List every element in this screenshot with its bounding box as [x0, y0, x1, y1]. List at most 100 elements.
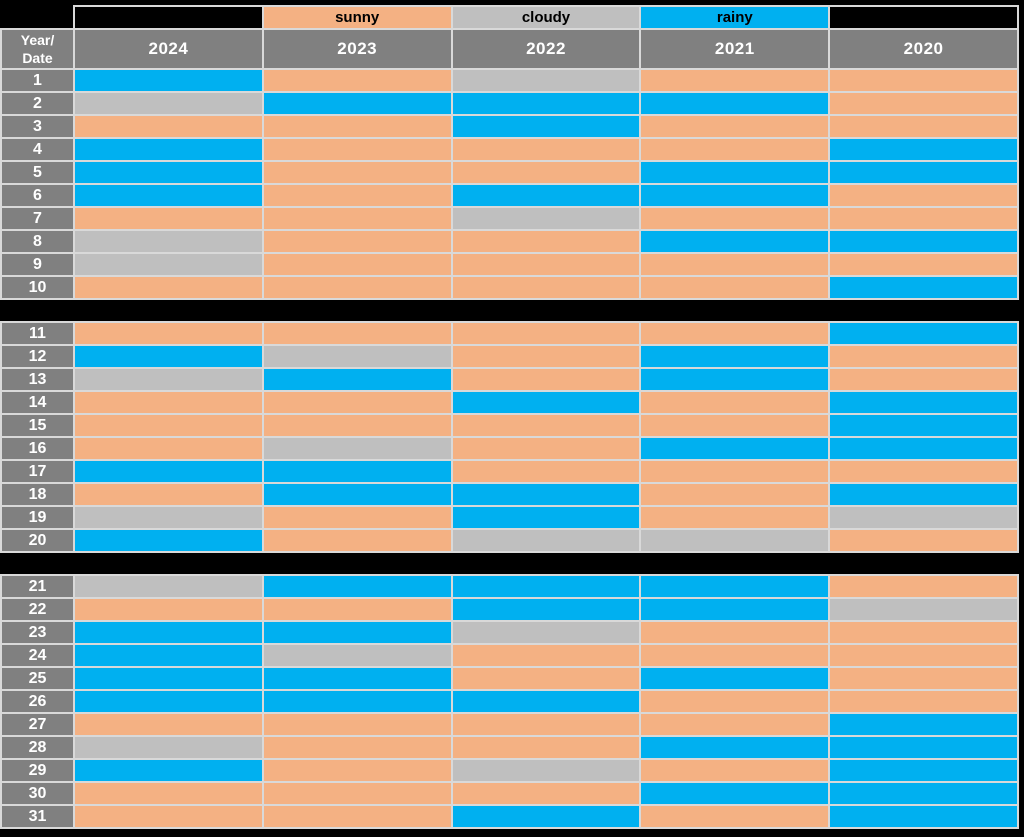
weather-cell-2022-10-sunny: [452, 277, 640, 298]
weather-cell-2022-19-rainy: [452, 507, 640, 528]
weather-cell-2020-27-rainy: [830, 714, 1017, 735]
weather-cell-2023-12-cloudy: [263, 346, 451, 367]
date-header-11: 11: [2, 323, 73, 344]
weather-cell-2023-10-sunny: [263, 277, 451, 298]
weather-cell-2024-23-rainy: [75, 622, 262, 643]
weather-cell-2022-29-cloudy: [452, 760, 640, 781]
date-header-17: 17: [2, 461, 73, 482]
weather-cell-2021-15-sunny: [641, 415, 829, 436]
weather-cell-2024-18-sunny: [75, 484, 262, 505]
weather-cell-2024-19-cloudy: [75, 507, 262, 528]
weather-cell-2023-17-rainy: [263, 461, 451, 482]
weather-cell-2022-28-sunny: [452, 737, 640, 758]
weather-cell-2022-14-rainy: [452, 392, 640, 413]
weather-cell-2021-25-rainy: [641, 668, 829, 689]
weather-cell-2023-23-rainy: [263, 622, 451, 643]
date-header-12: 12: [2, 346, 73, 367]
weather-cell-2021-14-sunny: [641, 392, 829, 413]
date-header-4: 4: [2, 139, 73, 160]
weather-cell-2021-28-rainy: [641, 737, 829, 758]
weather-cell-2023-11-sunny: [263, 323, 451, 344]
legend-cell-cloudy: cloudy: [452, 7, 640, 28]
weather-cell-2023-14-sunny: [263, 392, 451, 413]
weather-cell-2020-19-cloudy: [830, 507, 1017, 528]
weather-cell-2022-16-sunny: [452, 438, 640, 459]
weather-cell-2024-3-sunny: [75, 116, 262, 137]
weather-cell-2022-8-sunny: [452, 231, 640, 252]
weather-cell-2023-2-rainy: [263, 93, 451, 114]
weather-cell-2021-12-rainy: [641, 346, 829, 367]
weather-cell-2023-19-sunny: [263, 507, 451, 528]
weather-cell-2022-2-rainy: [452, 93, 640, 114]
weather-cell-2020-23-sunny: [830, 622, 1017, 643]
weather-cell-2021-23-sunny: [641, 622, 829, 643]
rows-block-1: 1 2 3 4 5 6 7 8 9 10: [0, 68, 1019, 300]
rows-block-2: 11 12 13 14 15 16 17 18 19 20: [0, 321, 1019, 553]
weather-cell-2023-25-rainy: [263, 668, 451, 689]
weather-cell-2023-16-cloudy: [263, 438, 451, 459]
weather-cell-2020-17-sunny: [830, 461, 1017, 482]
date-header-26: 26: [2, 691, 73, 712]
weather-cell-2024-14-sunny: [75, 392, 262, 413]
weather-cell-2022-21-rainy: [452, 576, 640, 597]
weather-cell-2021-17-sunny: [641, 461, 829, 482]
weather-cell-2021-16-rainy: [641, 438, 829, 459]
weather-cell-2020-21-sunny: [830, 576, 1017, 597]
weather-cell-2022-6-rainy: [452, 185, 640, 206]
date-header-28: 28: [2, 737, 73, 758]
weather-cell-2023-18-rainy: [263, 484, 451, 505]
weather-cell-2021-18-sunny: [641, 484, 829, 505]
weather-cell-2022-11-sunny: [452, 323, 640, 344]
weather-cell-2023-29-sunny: [263, 760, 451, 781]
weather-cell-2024-29-rainy: [75, 760, 262, 781]
date-header-1: 1: [2, 70, 73, 91]
weather-cell-2024-1-rainy: [75, 70, 262, 91]
weather-cell-2022-7-cloudy: [452, 208, 640, 229]
weather-cell-2022-27-sunny: [452, 714, 640, 735]
weather-cell-2023-13-rainy: [263, 369, 451, 390]
weather-cell-2020-26-sunny: [830, 691, 1017, 712]
weather-cell-2024-12-rainy: [75, 346, 262, 367]
date-header-6: 6: [2, 185, 73, 206]
weather-cell-2023-22-sunny: [263, 599, 451, 620]
weather-cell-2021-1-sunny: [641, 70, 829, 91]
date-header-14: 14: [2, 392, 73, 413]
weather-cell-2020-25-sunny: [830, 668, 1017, 689]
date-header-18: 18: [2, 484, 73, 505]
date-header-27: 27: [2, 714, 73, 735]
weather-cell-2022-9-sunny: [452, 254, 640, 275]
weather-cell-2024-13-cloudy: [75, 369, 262, 390]
date-header-8: 8: [2, 231, 73, 252]
date-header-2: 2: [2, 93, 73, 114]
weather-cell-2020-10-rainy: [830, 277, 1017, 298]
weather-cell-2023-7-sunny: [263, 208, 451, 229]
weather-cell-2023-3-sunny: [263, 116, 451, 137]
weather-cell-2022-22-rainy: [452, 599, 640, 620]
weather-cell-2020-31-rainy: [830, 806, 1017, 827]
weather-cell-2024-6-rainy: [75, 185, 262, 206]
weather-table: sunny cloudy rainy Year/ Date 2024 2023 2022…: [0, 5, 1019, 829]
weather-cell-2023-8-sunny: [263, 231, 451, 252]
weather-cell-2022-15-sunny: [452, 415, 640, 436]
weather-cell-2023-26-rainy: [263, 691, 451, 712]
weather-cell-2023-30-sunny: [263, 783, 451, 804]
weather-cell-2024-8-cloudy: [75, 231, 262, 252]
weather-cell-2020-16-rainy: [830, 438, 1017, 459]
weather-cell-2024-21-cloudy: [75, 576, 262, 597]
weather-cell-2022-17-sunny: [452, 461, 640, 482]
weather-cell-2021-19-sunny: [641, 507, 829, 528]
legend-cell-sunny: sunny: [263, 7, 451, 28]
weather-cell-2020-8-rainy: [830, 231, 1017, 252]
weather-cell-2021-29-sunny: [641, 760, 829, 781]
weather-cell-2020-28-rainy: [830, 737, 1017, 758]
weather-cell-2021-7-sunny: [641, 208, 829, 229]
weather-cell-2022-4-sunny: [452, 139, 640, 160]
date-header-23: 23: [2, 622, 73, 643]
weather-cell-2023-27-sunny: [263, 714, 451, 735]
year-header-2021: 2021: [641, 30, 829, 68]
weather-cell-2024-16-sunny: [75, 438, 262, 459]
weather-cell-2023-28-sunny: [263, 737, 451, 758]
weather-cell-2023-9-sunny: [263, 254, 451, 275]
weather-cell-2023-24-cloudy: [263, 645, 451, 666]
